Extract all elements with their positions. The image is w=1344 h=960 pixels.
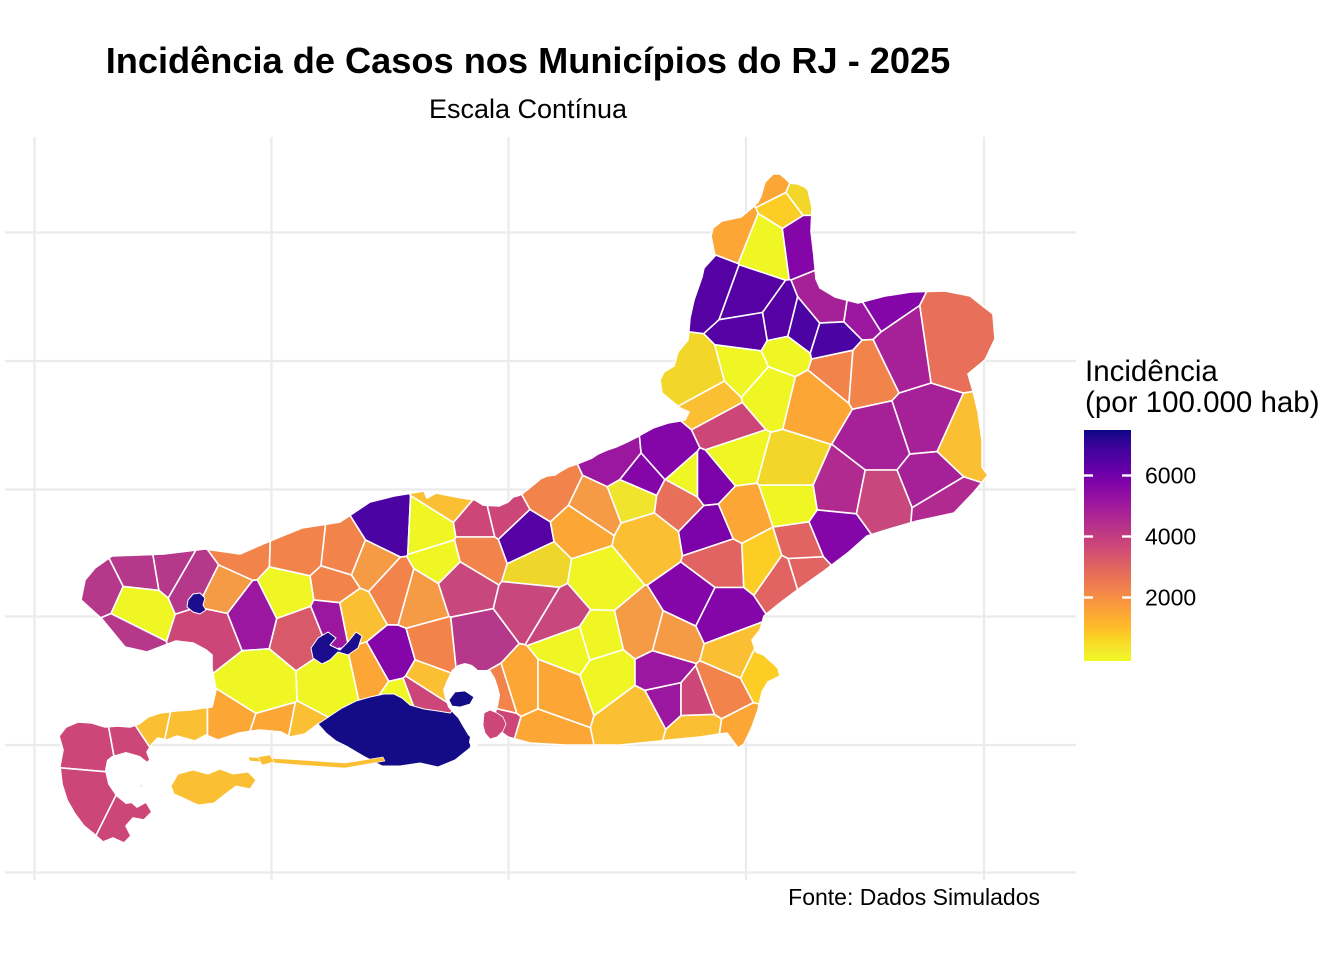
svg-text:6000: 6000 <box>1145 463 1196 489</box>
svg-text:(por 100.000 hab): (por 100.000 hab) <box>1085 386 1320 419</box>
svg-text:Incidência: Incidência <box>1085 355 1218 388</box>
svg-text:4000: 4000 <box>1145 524 1196 550</box>
svg-text:Escala Contínua: Escala Contínua <box>429 94 628 124</box>
svg-text:Incidência de Casos nos Municí: Incidência de Casos nos Municípios do RJ… <box>106 40 951 81</box>
svg-text:2000: 2000 <box>1145 585 1196 611</box>
svg-text:Fonte: Dados Simulados: Fonte: Dados Simulados <box>788 884 1040 910</box>
